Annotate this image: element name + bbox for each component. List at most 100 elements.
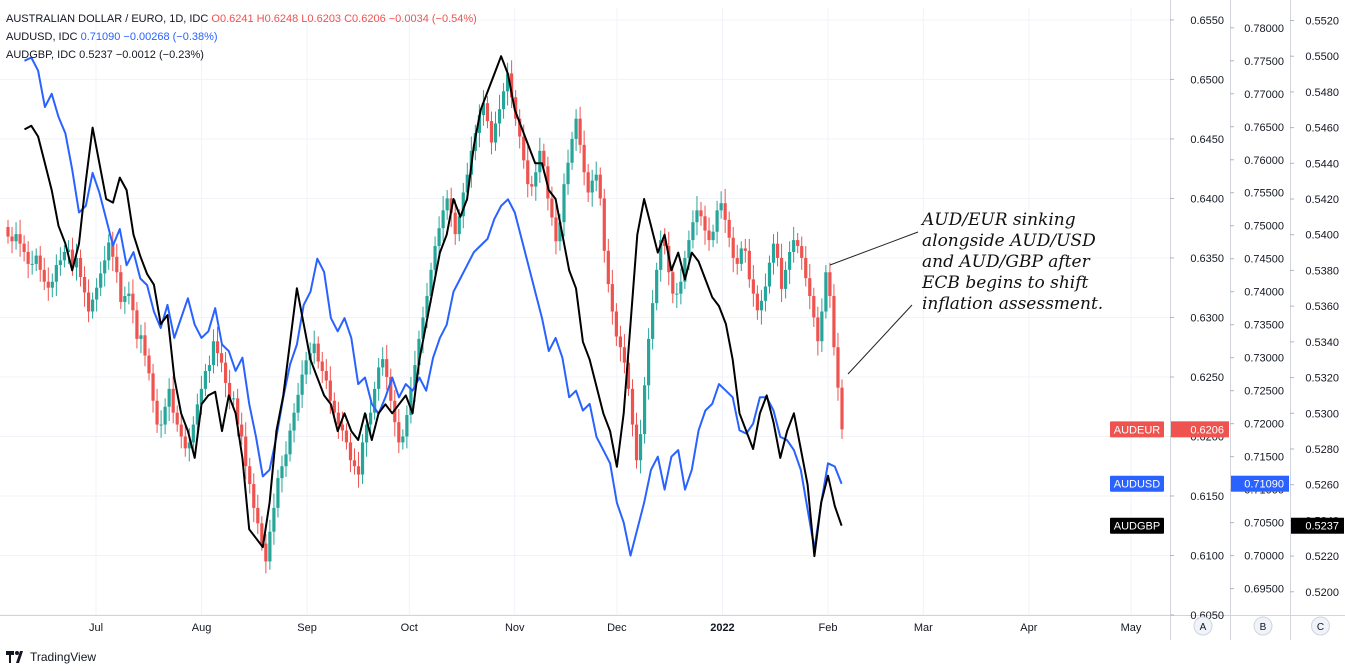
candle-body	[518, 118, 522, 137]
candle-body	[836, 347, 840, 388]
candle-body	[159, 424, 163, 426]
candle-body	[417, 338, 421, 366]
candle-body	[332, 400, 336, 413]
badge-audusd-value: 0.71090	[1244, 479, 1284, 491]
candle-body	[86, 292, 91, 312]
badge-audgbp-label-bg	[1110, 517, 1164, 534]
candle-body	[111, 242, 115, 257]
y-tick-label-B: 0.71500	[1244, 452, 1284, 464]
candle-body	[723, 203, 727, 220]
x-tick-label: Aug	[192, 622, 212, 634]
y-tick-label-C: 0.5500	[1305, 51, 1339, 63]
candle-body	[381, 359, 385, 368]
candle-body	[779, 257, 784, 289]
badge-audeur-value-bg	[1171, 421, 1229, 438]
candle-body	[369, 412, 373, 425]
x-tick-label: 2022	[710, 622, 734, 634]
y-tick-label-B: 0.72500	[1244, 386, 1284, 398]
annotation-line-1: AUD/EUR sinking	[922, 210, 1076, 230]
candle-body	[719, 203, 723, 211]
candle-body	[356, 466, 361, 475]
candle-body	[34, 255, 38, 264]
candle-body	[58, 260, 62, 266]
candle-body	[187, 442, 191, 449]
candle-body	[598, 174, 602, 199]
legend-audeur-name: AUSTRALIAN DOLLAR / EURO, 1D, IDC	[6, 13, 209, 25]
candle-body	[622, 347, 627, 363]
x-tick-label: Mar	[914, 622, 933, 634]
legend-audgbp[interactable]: AUDGBP, IDC 0.5237 −0.0012 (−0.23%)	[6, 46, 477, 64]
candle-body	[18, 234, 22, 244]
candle-body	[783, 269, 788, 289]
legend-audgbp-value: 0.5237 −0.0012 (−0.23%)	[79, 49, 204, 61]
badge-audgbp-label: AUDGBP	[1114, 521, 1160, 533]
legend-audeur[interactable]: AUSTRALIAN DOLLAR / EURO, 1D, IDC O0.624…	[6, 10, 477, 28]
candle-body	[377, 367, 381, 389]
axis-id-badge	[1193, 616, 1213, 636]
candle-body	[38, 255, 42, 270]
y-tick-label-C: 0.5280	[1305, 444, 1339, 456]
candle-body	[558, 222, 562, 242]
candle-body	[820, 311, 824, 342]
candle-body	[264, 543, 268, 562]
legend-audusd[interactable]: AUDUSD, IDC 0.71090 −0.00268 (−0.38%)	[6, 28, 477, 46]
candle-body	[389, 376, 393, 401]
candle-body	[796, 240, 800, 247]
candle-body	[360, 442, 365, 475]
price-axes[interactable]: 0.6550 0.6500 0.6450 0.6400 0.6350 0.6300 0.62…	[0, 0, 1345, 640]
y-tick-label-A: 0.6150	[1190, 491, 1224, 503]
candle-body	[175, 412, 179, 425]
candle-body	[244, 436, 248, 467]
candle-body	[594, 174, 598, 181]
candle-body	[481, 103, 486, 116]
y-tick-label-B: 0.73000	[1244, 353, 1284, 365]
tradingview-logo-icon	[6, 651, 23, 663]
candle-body	[401, 436, 405, 443]
candle-body	[614, 311, 618, 337]
badge-audusd-label: AUDUSD	[1114, 479, 1161, 491]
candle-body	[296, 394, 300, 413]
footer-brand-label: TradingView	[30, 650, 97, 664]
candle-body	[570, 138, 574, 163]
candle-body	[534, 172, 538, 187]
y-tick-label-B: 0.75500	[1244, 188, 1284, 200]
candle-body	[30, 263, 34, 265]
y-tick-label-A: 0.6300	[1190, 312, 1224, 324]
audgbp-line	[24, 55, 843, 558]
candle-body	[642, 385, 647, 435]
y-tick-label-C: 0.5480	[1305, 87, 1339, 99]
candle-body	[449, 198, 453, 213]
y-tick-label-C: 0.5200	[1305, 587, 1339, 599]
candle-body	[731, 237, 735, 258]
candle-body	[256, 507, 260, 524]
x-tick-label: Jul	[89, 622, 103, 634]
candle-body	[352, 460, 357, 467]
candle-body	[804, 257, 808, 279]
candle-body	[223, 362, 228, 383]
candle-body	[139, 335, 143, 339]
candle-body	[711, 231, 715, 241]
badge-audeur-label: AUDEUR	[1114, 424, 1161, 436]
candle-body	[147, 355, 151, 374]
time-axis[interactable]: Jul Aug Sep Oct Nov Dec 2022 Feb Mar Apr May	[89, 622, 1142, 634]
candle-body	[26, 251, 30, 264]
footer-brand[interactable]: TradingView	[6, 650, 96, 664]
candle-body	[457, 216, 461, 235]
candle-body	[788, 251, 792, 270]
candle-body	[91, 299, 95, 312]
y-tick-label-C: 0.5460	[1305, 123, 1339, 135]
candle-body	[602, 198, 606, 251]
candle-body	[590, 180, 594, 193]
badge-audgbp-value-bg	[1291, 517, 1344, 534]
candle-body	[268, 531, 272, 562]
y-tick-label-B: 0.70000	[1244, 551, 1284, 563]
candle-body	[759, 300, 764, 311]
candle-body	[364, 424, 369, 443]
axis-id-label: A	[1200, 622, 1207, 633]
y-tick-label-B: 0.72000	[1244, 419, 1284, 431]
candle-body	[344, 430, 349, 443]
candle-body	[82, 276, 87, 293]
candle-body	[461, 192, 465, 217]
candle-body	[606, 250, 610, 285]
